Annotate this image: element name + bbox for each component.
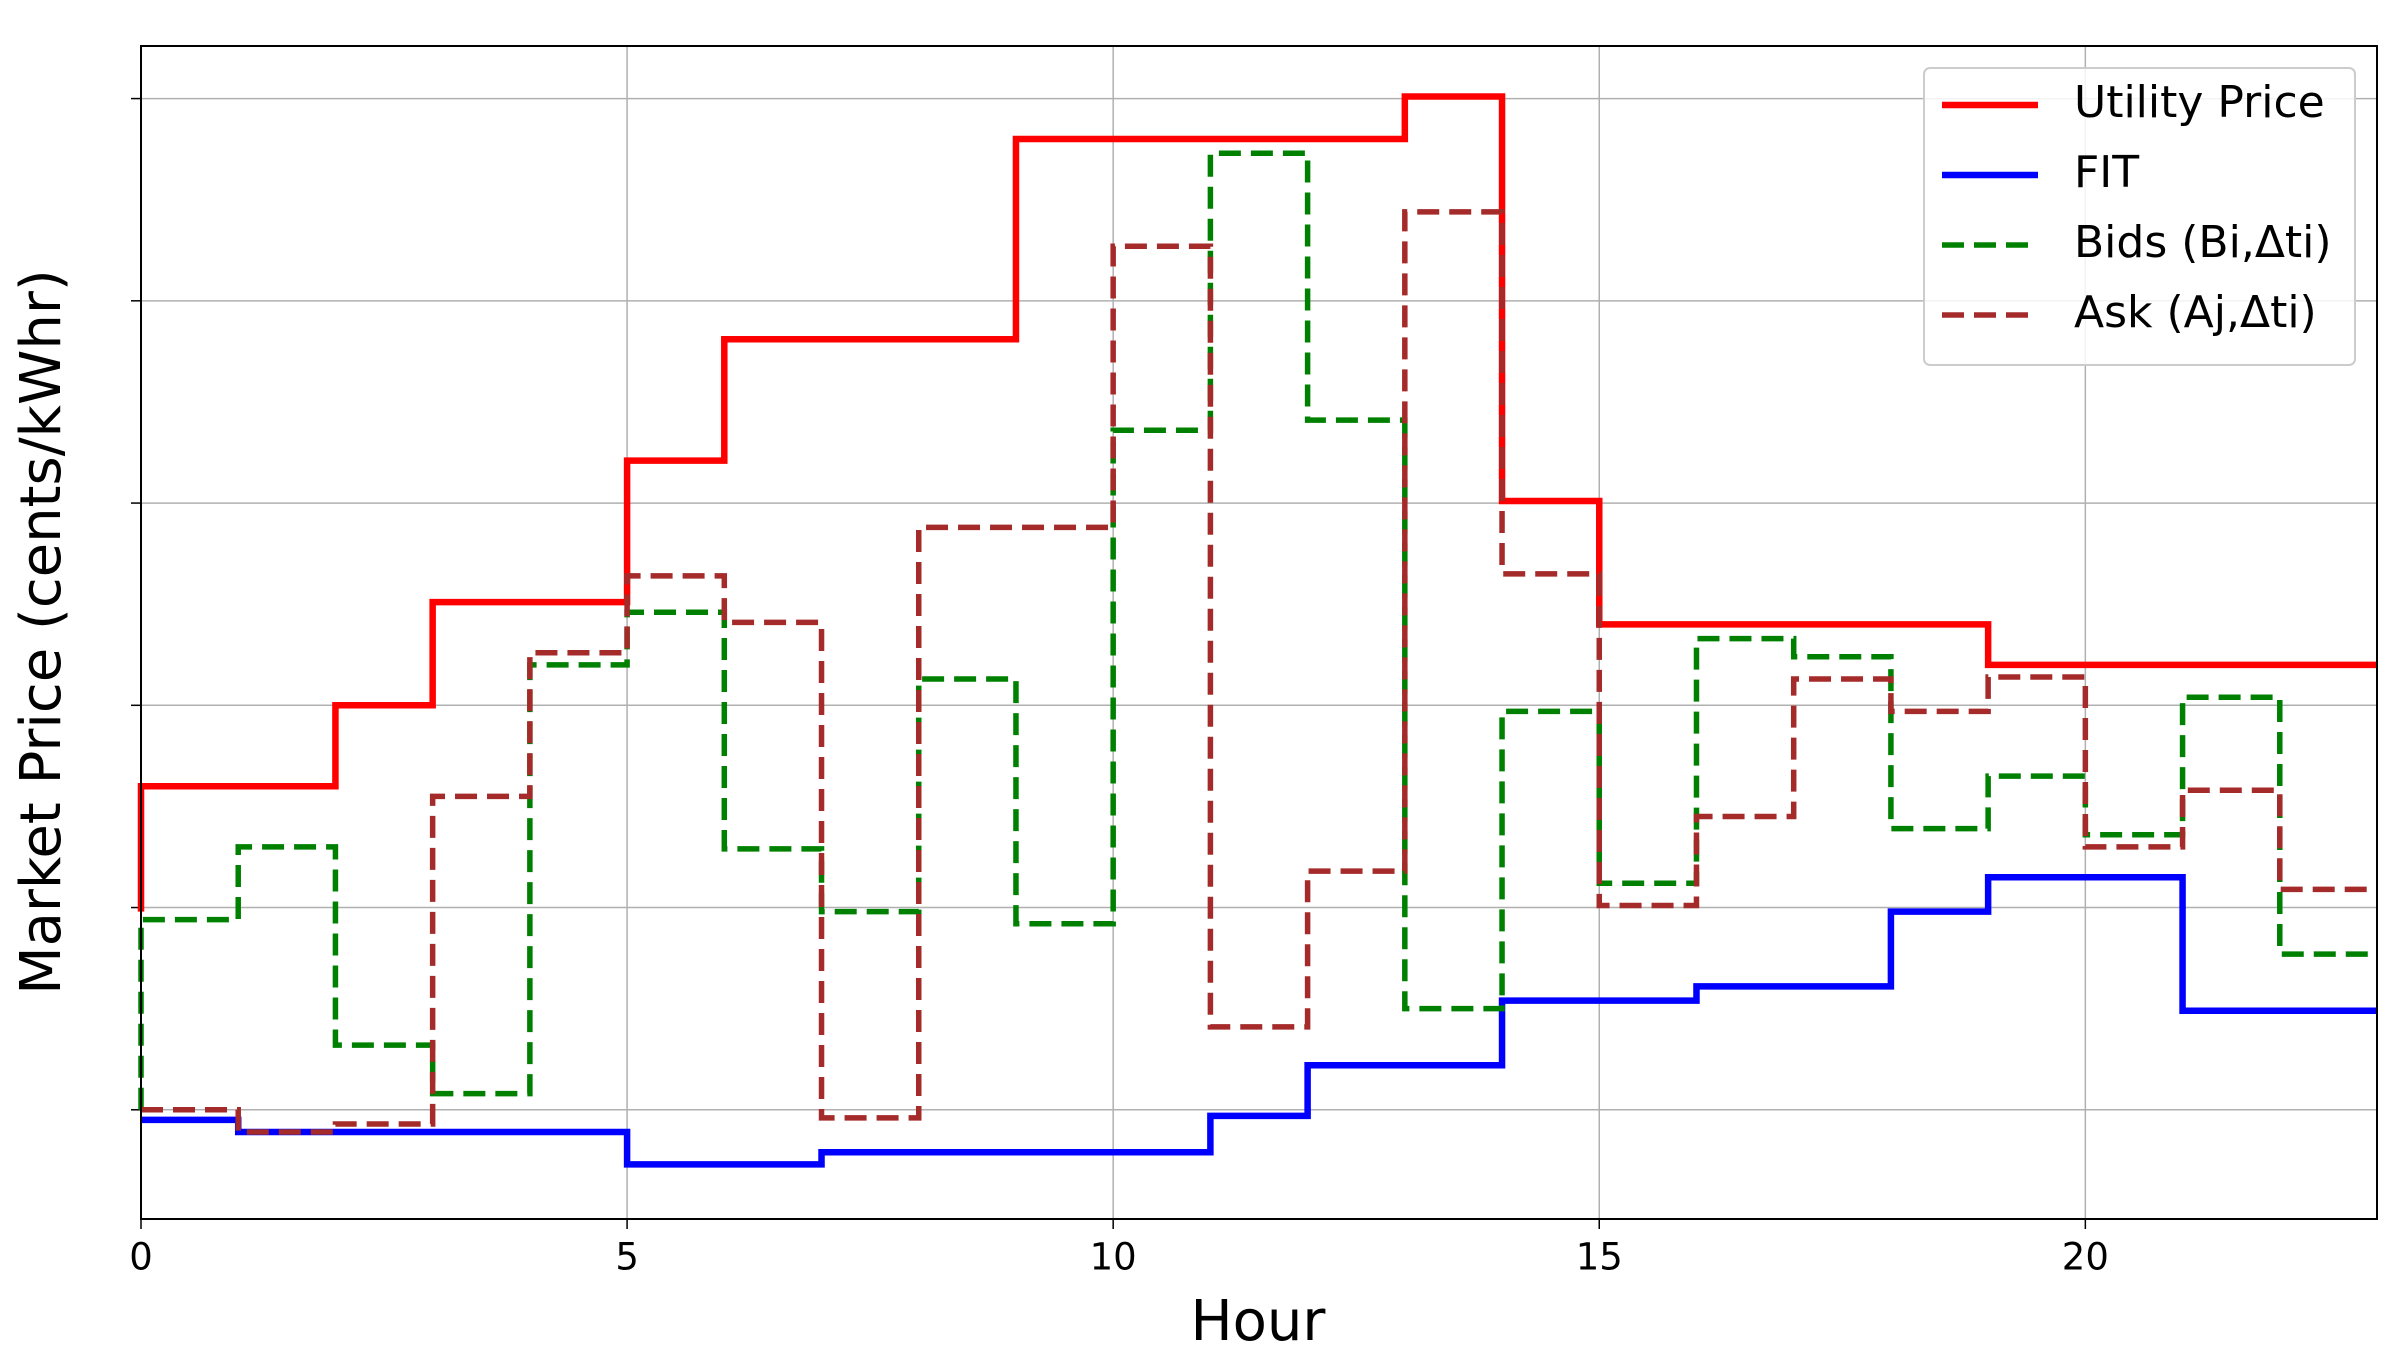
y-axis-label: Market Price (cents/kWhr) — [9, 269, 74, 994]
series-line — [137, 93, 2377, 912]
x-tick-label: 15 — [1576, 1236, 1623, 1279]
x-axis-label: Hour — [1191, 1289, 1327, 1354]
plot-frame — [140, 45, 2378, 1220]
legend-box — [1923, 67, 2356, 366]
legend-label: Utility Price — [2074, 77, 2325, 128]
x-tick-label: 5 — [615, 1236, 639, 1279]
legend-label: Bids (Bi,Δti) — [2074, 217, 2332, 268]
x-tick-label: 0 — [129, 1236, 153, 1279]
legend-label: FIT — [2074, 147, 2139, 198]
legend-label: Ask (Aj,Δti) — [2074, 287, 2317, 338]
x-tick-label: 20 — [2062, 1236, 2109, 1279]
series-line — [141, 873, 2377, 1168]
legend: Utility Price FIT Bids (Bi,Δti) Ask (Aj,Δti… — [1923, 67, 2356, 366]
x-tick-label: 10 — [1090, 1236, 1137, 1279]
series-line — [138, 150, 2377, 1110]
series-line — [141, 209, 2377, 1135]
